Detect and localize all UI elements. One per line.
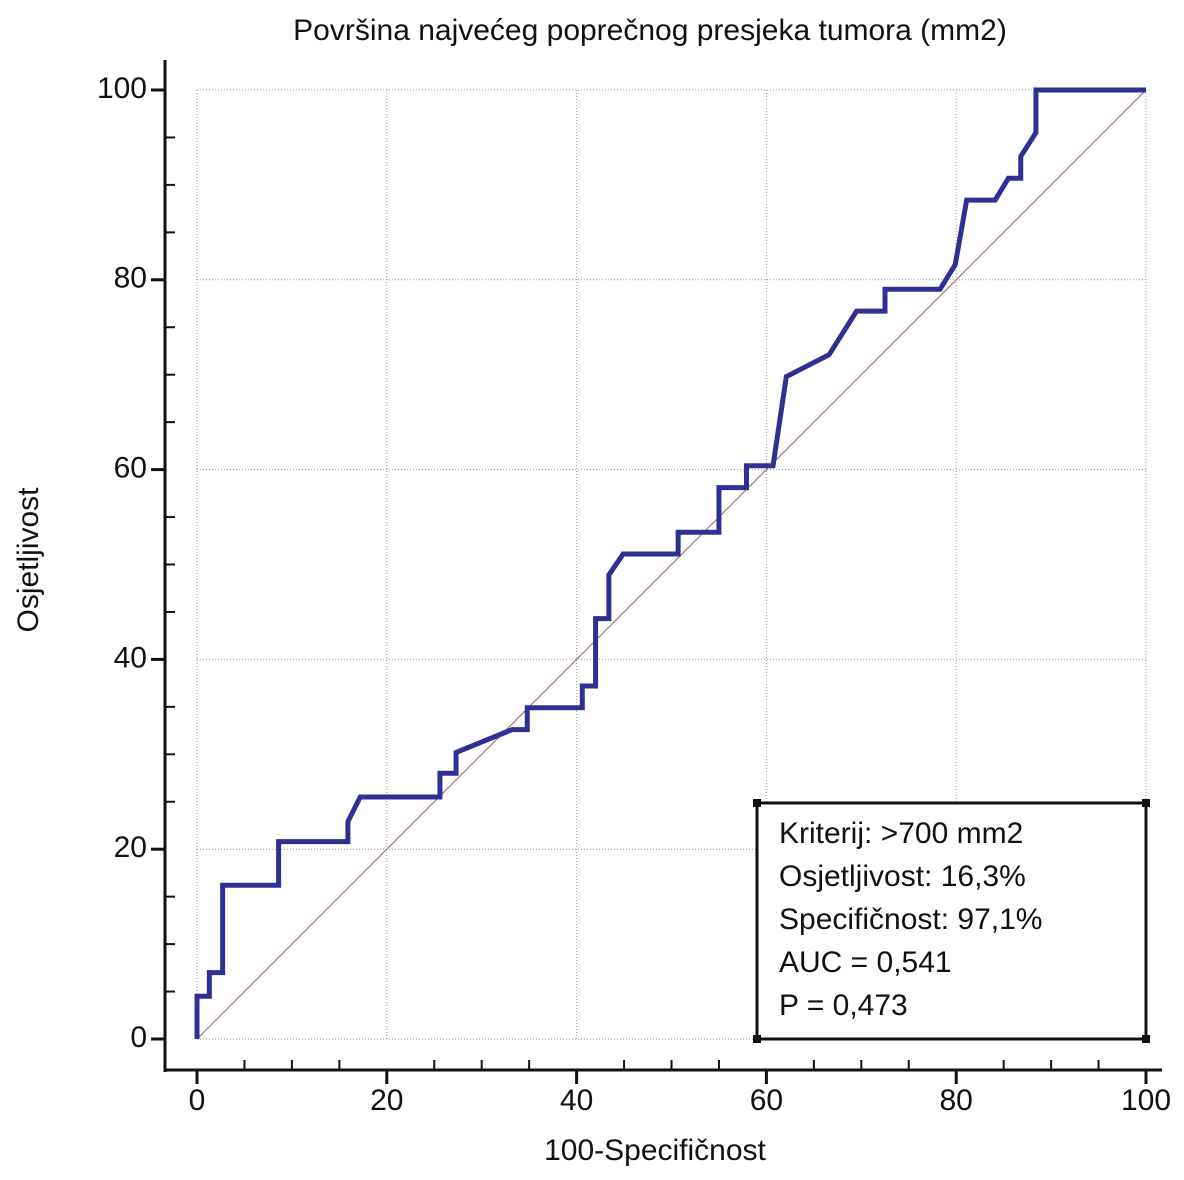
y-tick-label: 100 — [97, 72, 147, 105]
x-tick-label: 60 — [750, 1084, 783, 1117]
y-tick-label: 40 — [114, 641, 147, 674]
reference-line — [196, 89, 1147, 1040]
roc-curve — [194, 87, 1146, 1039]
y-tick-label: 60 — [114, 452, 147, 485]
annotation-handle — [1142, 799, 1150, 807]
x-tick-label: 20 — [370, 1084, 403, 1117]
annotation-text: Kriterij: >700 mm2 — [779, 817, 1023, 850]
annotation-text: Osjetljivost: 16,3% — [779, 860, 1026, 893]
annotation-text: AUC = 0,541 — [779, 946, 952, 979]
x-tick-label: 0 — [189, 1084, 206, 1117]
annotation-text: P = 0,473 — [779, 989, 908, 1022]
annotation-handle — [753, 799, 761, 807]
y-axis-title: Osjetljivost — [12, 487, 45, 633]
x-axis-title: 100-Specifičnost — [544, 1134, 766, 1167]
annotation-box — [755, 801, 1148, 1041]
x-tick-label: 80 — [940, 1084, 973, 1117]
x-tick-label: 40 — [560, 1084, 593, 1117]
y-tick-label: 20 — [114, 831, 147, 864]
y-tick-label: 80 — [114, 262, 147, 295]
x-tick-label: 100 — [1121, 1084, 1171, 1117]
chart-title: Površina najvećeg poprečnog presjeka tum… — [293, 14, 1007, 47]
annotation-text: Specifičnost: 97,1% — [779, 903, 1042, 936]
annotation-handle — [753, 1035, 761, 1043]
y-tick-label: 0 — [130, 1021, 147, 1054]
annotation-handle — [1142, 1035, 1150, 1043]
